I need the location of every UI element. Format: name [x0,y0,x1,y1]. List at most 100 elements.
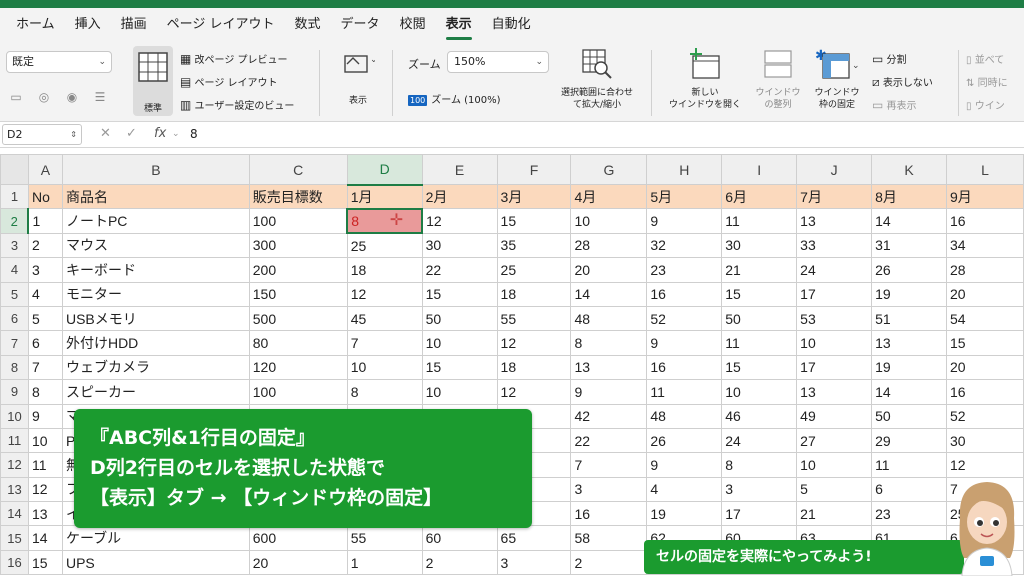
side-by-side-button[interactable]: ▯ 並べて [966,51,1004,66]
cell[interactable]: 65 [496,525,572,551]
cell[interactable]: 18 [346,257,423,283]
cell[interactable]: 3 [27,257,63,283]
cell[interactable]: 販売目標数 [248,183,348,210]
cell[interactable]: 25 [346,232,423,259]
row-header[interactable]: 4 [0,257,29,283]
cell[interactable]: 9 [570,379,648,405]
formula-input[interactable]: 8 [190,127,198,141]
cell[interactable]: スピーカー [61,379,250,405]
cell[interactable]: 10 [421,330,498,356]
cell[interactable]: 15 [945,330,1024,356]
cell[interactable]: 16 [945,208,1024,234]
tab-0[interactable]: ホーム [16,17,55,32]
cell[interactable]: 13 [871,330,947,356]
cell[interactable]: 20 [945,281,1024,307]
cell[interactable]: 17 [796,281,873,307]
cell[interactable]: 3 [496,549,572,576]
cell[interactable]: 7 [570,452,648,478]
cell[interactable]: 13 [796,208,873,234]
cell[interactable]: 9 [27,403,63,429]
row-header[interactable]: 3 [0,232,29,259]
cell[interactable]: 16 [945,379,1024,405]
cell[interactable]: 20 [570,257,648,283]
cell[interactable]: 27 [796,427,873,454]
cell[interactable]: 13 [570,354,648,381]
cell[interactable]: 11 [721,208,798,234]
cell[interactable]: 15 [421,354,498,381]
tab-1[interactable]: 挿入 [74,17,101,32]
cell[interactable]: 8 [570,330,648,356]
cell[interactable]: 15 [421,281,498,307]
cell[interactable]: 9 [646,452,723,478]
cell[interactable]: 19 [871,281,947,307]
cell[interactable]: 25 [496,257,572,283]
cell[interactable]: 29 [871,427,947,454]
split-button[interactable]: ▭ 分割 [872,51,907,66]
cell[interactable]: 8 [346,379,423,405]
cancel-icon[interactable]: ✕ [100,126,111,141]
cell[interactable]: 100 [248,379,348,405]
cell[interactable]: 17 [796,354,873,381]
cell[interactable]: 3 [721,476,798,503]
column-header-J[interactable]: J [796,154,873,185]
cell[interactable]: 14 [570,281,648,307]
cell[interactable]: 22 [570,427,648,454]
cell[interactable]: 6月 [721,183,798,210]
sync-scroll-button[interactable]: ⇅ 同時に [966,74,1008,89]
cell[interactable]: 20 [945,354,1024,381]
normal-view-button[interactable]: 標準 [133,46,173,116]
cell[interactable]: 51 [871,305,947,332]
cell[interactable]: 14 [27,525,63,551]
cell[interactable]: 5月 [646,183,723,210]
cell[interactable]: 1月 [346,183,423,210]
cell[interactable]: 120 [248,354,348,381]
cell[interactable]: 33 [796,232,873,259]
zoom-to-selection-button[interactable]: 選択範囲に合わせ て拡大/縮小 [552,48,642,111]
column-header-E[interactable]: E [421,154,498,185]
cell[interactable]: 10 [721,379,798,405]
cell[interactable]: 13 [27,501,63,527]
cell[interactable]: 50 [721,305,798,332]
row-header[interactable]: 7 [0,330,29,356]
cell[interactable]: 34 [945,232,1024,259]
cell[interactable]: 48 [646,403,723,429]
cell[interactable]: 54 [945,305,1024,332]
cell[interactable]: ノートPC [61,208,250,234]
page-layout-button[interactable]: ▤ ページ レイアウト [180,74,278,89]
cell[interactable]: 42 [570,403,648,429]
cell[interactable]: 52 [945,403,1024,429]
cell[interactable]: 28 [945,257,1024,283]
cell[interactable]: 20 [248,549,348,576]
cell[interactable]: 12 [496,330,572,356]
cell[interactable]: 30 [721,232,798,259]
cell[interactable]: 4 [646,476,723,503]
new-window-button[interactable]: 新しい ウインドウを開く [662,48,748,111]
cell[interactable]: 23 [871,501,947,527]
cell[interactable]: 22 [421,257,498,283]
zoom-100-button[interactable]: 100 ズーム (100%) [408,91,501,106]
cell[interactable]: 200 [248,257,348,283]
cell[interactable]: 80 [248,330,348,356]
cell[interactable]: 16 [646,354,723,381]
chevron-down-icon[interactable]: ⌄ [172,129,180,139]
row-header[interactable]: 9 [0,379,29,405]
cell[interactable]: USBメモリ [61,305,250,332]
cell[interactable]: 10 [796,330,873,356]
cell[interactable]: 53 [796,305,873,332]
cell[interactable]: 11 [27,452,63,478]
cell[interactable]: 13 [796,379,873,405]
cell[interactable]: 19 [646,501,723,527]
sheet-view-select[interactable]: 既定 ⌄ [6,51,112,73]
cell[interactable]: 52 [646,305,723,332]
cell[interactable]: 9 [646,330,723,356]
cell[interactable]: 1 [346,549,423,576]
cell[interactable]: 17 [721,501,798,527]
cell[interactable]: 1 [27,208,63,234]
cell[interactable]: 50 [421,305,498,332]
cell[interactable]: 15 [721,354,798,381]
cell[interactable]: 23 [646,257,723,283]
cell[interactable]: 30 [945,427,1024,454]
column-header-B[interactable]: B [61,154,250,185]
cell[interactable]: 55 [496,305,572,332]
column-header-D[interactable]: D [346,154,423,186]
